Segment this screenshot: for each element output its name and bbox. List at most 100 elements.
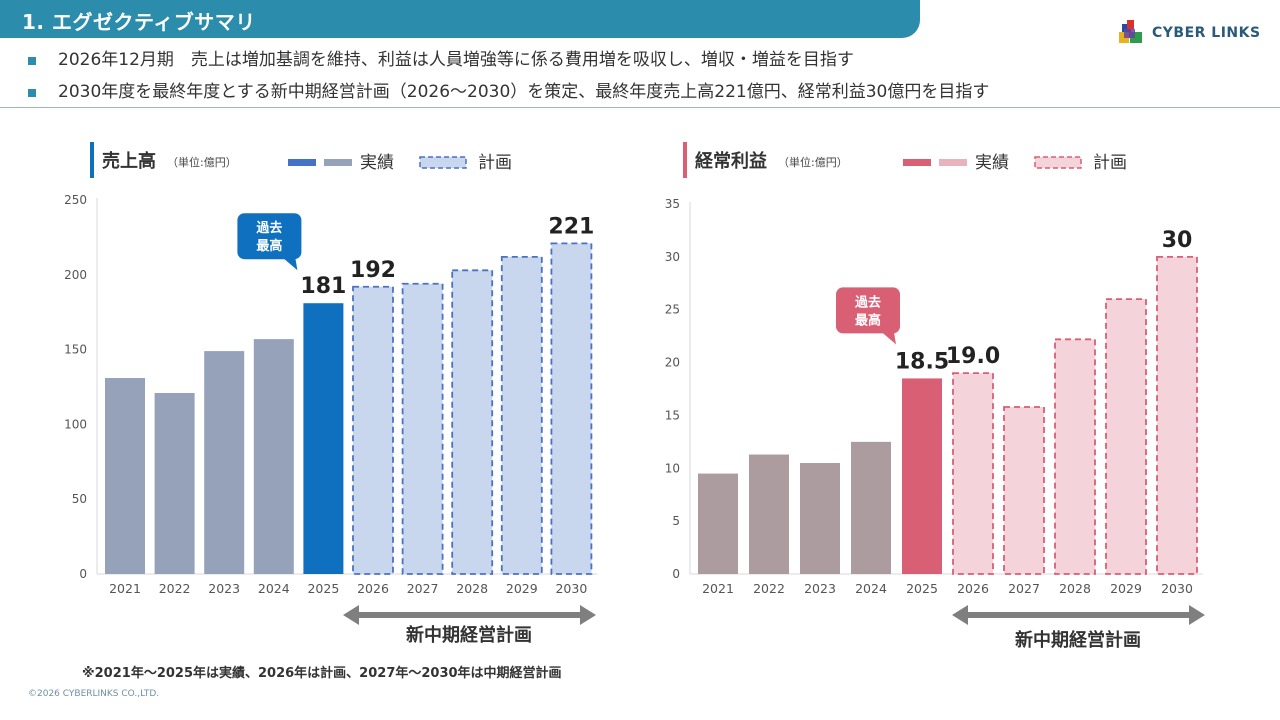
x-tick-label: 2030 [555,581,587,596]
x-tick-label: 2022 [159,581,191,596]
data-label: 30 [1162,228,1193,253]
bar-2023 [204,351,245,574]
bar-2026 [352,285,394,575]
plan-range-label: 新中期経営計画 [406,624,532,646]
bar-2025 [303,303,344,574]
y-tick-label: 25 [665,303,680,317]
bullet-text: 2030年度を最終年度とする新中期経営計画（2026～2030）を策定、最終年度… [58,82,990,102]
bullet-text: 2026年12月期 売上は増加基調を維持、利益は人員増強等に係る費用増を吸収し、… [58,50,854,70]
x-tick-label: 2024 [855,581,887,596]
y-tick-label: 250 [64,193,87,207]
callout-pointer [283,258,298,271]
x-tick-label: 2027 [407,581,439,596]
y-tick-label: 30 [665,250,680,264]
y-tick-label: 0 [672,567,680,581]
bar-2027 [401,282,444,575]
bullet-square-icon [28,57,36,65]
x-tick-label: 2024 [258,581,290,596]
data-label: 192 [350,258,396,283]
x-tick-label: 2023 [804,581,836,596]
y-tick-label: 100 [64,417,87,431]
bar-2027 [1003,406,1045,575]
data-label: 221 [548,214,594,239]
legend-label-plan: 計画 [1093,153,1127,173]
y-tick-label: 150 [64,343,87,357]
callout-text: 最高 [256,238,282,254]
x-tick-label: 2022 [753,581,785,596]
plan-range-arrow-right-icon [580,605,596,625]
legend-label-plan: 計画 [478,153,512,173]
y-tick-label: 35 [665,197,680,211]
y-tick-label: 200 [64,268,87,282]
bullet-item: 2026年12月期 売上は増加基調を維持、利益は人員増強等に係る費用増を吸収し、… [28,46,1258,78]
chart-title-accent [683,142,687,178]
company-logo: CYBER LINKS [1118,20,1263,48]
page-title: 1. エグゼクティブサマリ [22,10,256,34]
logo-text: CYBER LINKS [1152,25,1261,41]
copyright: ©2026 CYBERLINKS CO.,LTD. [28,689,160,699]
plan-range-arrow-left-icon [952,605,968,625]
plan-range-arrow-right-icon [1189,605,1205,625]
legend-swatch-highlight [288,159,316,166]
chart-title: 経常利益 [695,150,767,172]
x-tick-label: 2025 [906,581,938,596]
bar-2030 [550,242,593,575]
x-tick-label: 2021 [702,581,734,596]
y-tick-label: 50 [72,492,87,506]
legend-label-actual: 実績 [360,153,394,173]
bar-2025 [902,378,942,574]
x-tick-label: 2027 [1008,581,1040,596]
callout-bubble [836,287,900,334]
callout-text: 最高 [855,312,881,328]
bullet-square-icon [28,89,36,97]
x-tick-label: 2029 [506,581,538,596]
bar-2029 [500,255,543,575]
bar-2022 [749,454,789,574]
footnote: ※2021年～2025年は実績、2026年は計画、2027年～2030年は中期経… [82,666,562,681]
y-tick-label: 10 [665,461,680,475]
chart-unit: （単位:億円） [778,155,848,169]
legend-swatch-highlight [903,159,931,166]
x-tick-label: 2030 [1161,581,1193,596]
bar-2028 [1054,338,1096,575]
bar-2029 [1105,298,1147,575]
bar-2028 [451,269,494,575]
x-tick-label: 2028 [1059,581,1091,596]
bar-2022 [154,392,195,574]
bar-2026 [952,372,994,575]
legend-swatch-plan [419,156,467,169]
callout-bubble [237,213,302,260]
bar-2030 [1156,255,1198,575]
plan-range-label: 新中期経営計画 [1015,629,1141,651]
bar-2021 [105,378,145,574]
summary-bullets: 2026年12月期 売上は増加基調を維持、利益は人員増強等に係る費用増を吸収し、… [28,46,1258,110]
data-label: 19.0 [946,344,1000,369]
plan-range-arrow-left-icon [343,605,359,625]
y-tick-label: 0 [79,567,87,581]
x-tick-label: 2023 [208,581,240,596]
x-tick-label: 2028 [456,581,488,596]
bullet-item: 2030年度を最終年度とする新中期経営計画（2026～2030）を策定、最終年度… [28,78,1258,110]
legend-swatch-plan [1034,156,1082,169]
legend-swatch-actual [939,159,967,166]
bar-2023 [800,463,840,574]
y-tick-label: 15 [665,408,680,422]
bar-2024 [851,441,891,574]
legend-swatch-actual [324,159,352,166]
data-label: 181 [300,274,346,299]
cyberlinks-logo-icon [1119,20,1142,43]
x-tick-label: 2025 [307,581,339,596]
bar-2024 [253,339,294,574]
section-divider [0,107,1280,108]
chart-title-accent [90,142,94,178]
header-bar: 1. エグゼクティブサマリ [0,0,920,38]
callout-pointer [882,332,896,345]
chart-title: 売上高 [102,150,156,172]
chart-unit: （単位:億円） [167,155,237,169]
y-tick-label: 20 [665,356,680,370]
x-tick-label: 2026 [357,581,389,596]
legend-label-actual: 実績 [975,153,1009,173]
x-tick-label: 2029 [1110,581,1142,596]
callout-text: 過去 [255,220,282,236]
